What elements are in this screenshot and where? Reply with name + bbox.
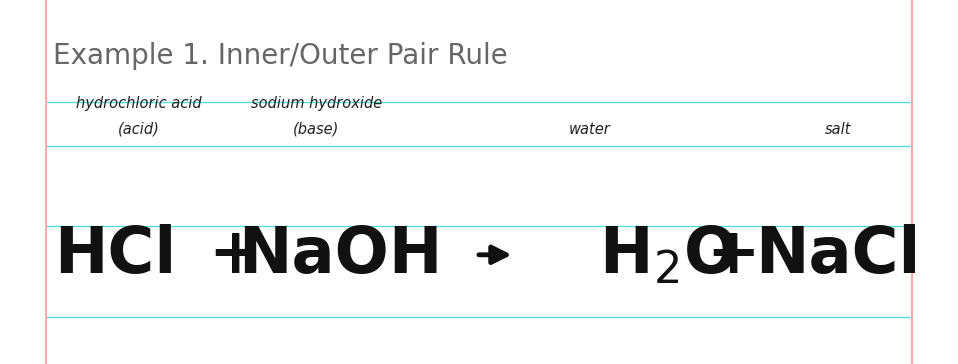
Text: +: +: [208, 224, 262, 286]
Text: Example 1. Inner/Outer Pair Rule: Example 1. Inner/Outer Pair Rule: [53, 43, 508, 70]
Text: +: +: [706, 224, 760, 286]
Text: H$_2$O: H$_2$O: [599, 223, 736, 286]
Text: NaCl: NaCl: [756, 224, 921, 286]
Text: HCl: HCl: [54, 224, 176, 286]
Text: sodium hydroxide: sodium hydroxide: [250, 96, 382, 111]
Text: salt: salt: [825, 122, 852, 137]
Text: NaOH: NaOH: [238, 224, 443, 286]
Text: (acid): (acid): [118, 122, 160, 137]
Text: water: water: [568, 122, 610, 137]
Text: hydrochloric acid: hydrochloric acid: [76, 96, 202, 111]
Text: (base): (base): [293, 122, 339, 137]
